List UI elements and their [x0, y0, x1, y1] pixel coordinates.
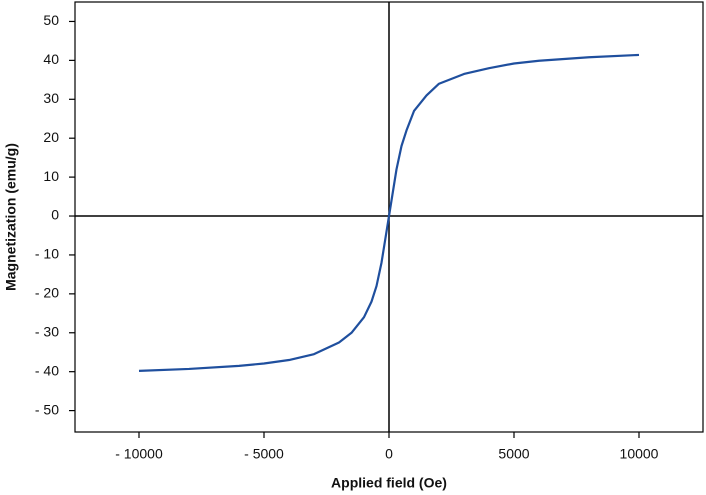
y-tick-label: - 50: [35, 401, 59, 417]
y-tick-label: - 30: [35, 323, 59, 339]
data-line: [138, 53, 640, 373]
x-tick-label: 10000: [620, 446, 659, 462]
x-tick-label: - 5000: [244, 446, 284, 462]
x-tick-label: 0: [385, 446, 393, 462]
y-tick-label: 10: [43, 168, 59, 184]
y-tick-label: 30: [43, 90, 59, 106]
y-tick-label: 40: [43, 51, 59, 67]
y-tick-label: - 20: [35, 285, 59, 301]
y-axis-title: Magnetization (emu/g): [3, 143, 19, 291]
x-tick-label: - 10000: [115, 446, 163, 462]
x-axis-title: Applied field (Oe): [331, 475, 447, 491]
y-tick-label: 50: [43, 12, 59, 28]
x-tick-label: 5000: [498, 446, 529, 462]
y-tick-label: 0: [51, 207, 59, 223]
y-tick-label: - 40: [35, 362, 59, 378]
y-tick-label: 20: [43, 129, 59, 145]
y-tick-label: - 10: [35, 246, 59, 262]
